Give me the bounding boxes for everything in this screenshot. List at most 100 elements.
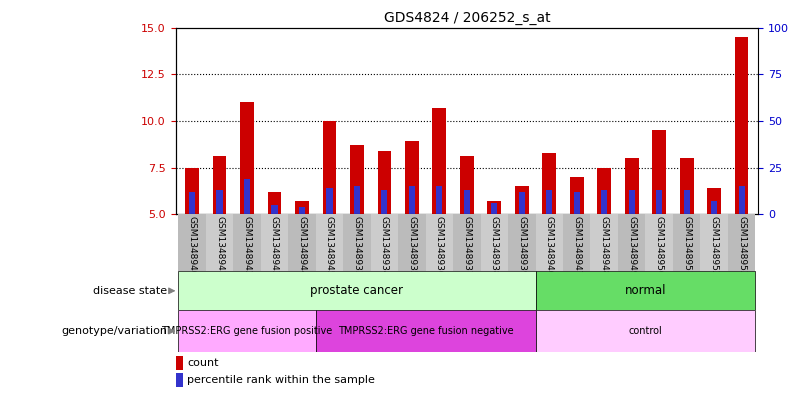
Text: GSM1348933: GSM1348933: [353, 216, 361, 277]
Text: GSM1348941: GSM1348941: [215, 216, 224, 276]
Bar: [618, 214, 646, 271]
Bar: [480, 214, 508, 271]
Bar: [398, 214, 425, 271]
Bar: [176, 373, 183, 387]
Bar: [492, 203, 497, 214]
Bar: [570, 177, 583, 214]
Bar: [437, 186, 442, 214]
Bar: [244, 179, 250, 214]
Bar: [425, 214, 453, 271]
Bar: [381, 190, 388, 214]
Text: GSM1348936: GSM1348936: [435, 216, 444, 277]
Bar: [711, 201, 717, 214]
Text: GSM1348945: GSM1348945: [325, 216, 334, 276]
Bar: [601, 190, 607, 214]
Bar: [707, 188, 721, 214]
Bar: [519, 192, 525, 214]
Text: GSM1348940: GSM1348940: [188, 216, 196, 276]
Text: percentile rank within the sample: percentile rank within the sample: [188, 375, 375, 385]
Text: GSM1348951: GSM1348951: [682, 216, 691, 277]
Text: GSM1348943: GSM1348943: [270, 216, 279, 276]
Bar: [535, 214, 563, 271]
Bar: [563, 214, 591, 271]
Text: TMPRSS2:ERG gene fusion positive: TMPRSS2:ERG gene fusion positive: [161, 326, 333, 336]
Bar: [354, 186, 360, 214]
Text: GSM1348938: GSM1348938: [490, 216, 499, 277]
Text: GSM1348942: GSM1348942: [243, 216, 251, 276]
Bar: [453, 214, 480, 271]
Bar: [684, 190, 689, 214]
Bar: [535, 310, 756, 352]
Bar: [701, 214, 728, 271]
Text: count: count: [188, 358, 219, 368]
Bar: [178, 214, 206, 271]
Bar: [652, 130, 666, 214]
Bar: [261, 214, 288, 271]
Bar: [178, 310, 316, 352]
Bar: [433, 108, 446, 214]
Bar: [288, 214, 316, 271]
Bar: [508, 214, 535, 271]
Bar: [673, 214, 701, 271]
Text: GSM1348935: GSM1348935: [407, 216, 417, 277]
Bar: [216, 190, 223, 214]
Bar: [735, 37, 749, 214]
Bar: [546, 190, 552, 214]
Bar: [377, 151, 391, 214]
Bar: [460, 156, 474, 214]
Bar: [206, 214, 233, 271]
Bar: [409, 186, 415, 214]
Text: GSM1348948: GSM1348948: [600, 216, 609, 276]
Bar: [738, 186, 745, 214]
Title: GDS4824 / 206252_s_at: GDS4824 / 206252_s_at: [384, 11, 550, 25]
Bar: [591, 214, 618, 271]
Bar: [598, 167, 611, 214]
Bar: [515, 186, 528, 214]
Text: disease state: disease state: [93, 286, 168, 296]
Bar: [267, 192, 282, 214]
Text: genotype/variation: genotype/variation: [61, 326, 168, 336]
Text: GSM1348949: GSM1348949: [627, 216, 636, 276]
Bar: [299, 207, 305, 214]
Text: TMPRSS2:ERG gene fusion negative: TMPRSS2:ERG gene fusion negative: [338, 326, 513, 336]
Bar: [233, 214, 261, 271]
Bar: [574, 192, 580, 214]
Bar: [405, 141, 419, 214]
Bar: [343, 214, 370, 271]
Text: GSM1348934: GSM1348934: [380, 216, 389, 276]
Text: prostate cancer: prostate cancer: [310, 284, 404, 298]
Text: normal: normal: [625, 284, 666, 298]
Bar: [185, 167, 199, 214]
Bar: [646, 214, 673, 271]
Bar: [326, 188, 333, 214]
Text: GSM1348952: GSM1348952: [709, 216, 719, 276]
Bar: [488, 201, 501, 214]
Bar: [728, 214, 756, 271]
Bar: [350, 145, 364, 214]
Bar: [316, 310, 535, 352]
Bar: [322, 121, 336, 214]
Bar: [625, 158, 638, 214]
Bar: [189, 192, 196, 214]
Bar: [464, 190, 470, 214]
Bar: [370, 214, 398, 271]
Bar: [295, 201, 309, 214]
Bar: [240, 102, 254, 214]
Text: GSM1348950: GSM1348950: [654, 216, 664, 277]
Bar: [176, 356, 183, 369]
Text: GSM1348937: GSM1348937: [462, 216, 472, 277]
Bar: [535, 271, 756, 310]
Text: GSM1348946: GSM1348946: [545, 216, 554, 276]
Bar: [629, 190, 634, 214]
Bar: [543, 152, 556, 214]
Text: GSM1348953: GSM1348953: [737, 216, 746, 277]
Text: GSM1348944: GSM1348944: [298, 216, 306, 276]
Bar: [680, 158, 693, 214]
Text: GSM1348947: GSM1348947: [572, 216, 581, 276]
Text: GSM1348939: GSM1348939: [517, 216, 527, 277]
Bar: [178, 271, 535, 310]
Text: control: control: [629, 326, 662, 336]
Bar: [212, 156, 227, 214]
Bar: [656, 190, 662, 214]
Bar: [316, 214, 343, 271]
